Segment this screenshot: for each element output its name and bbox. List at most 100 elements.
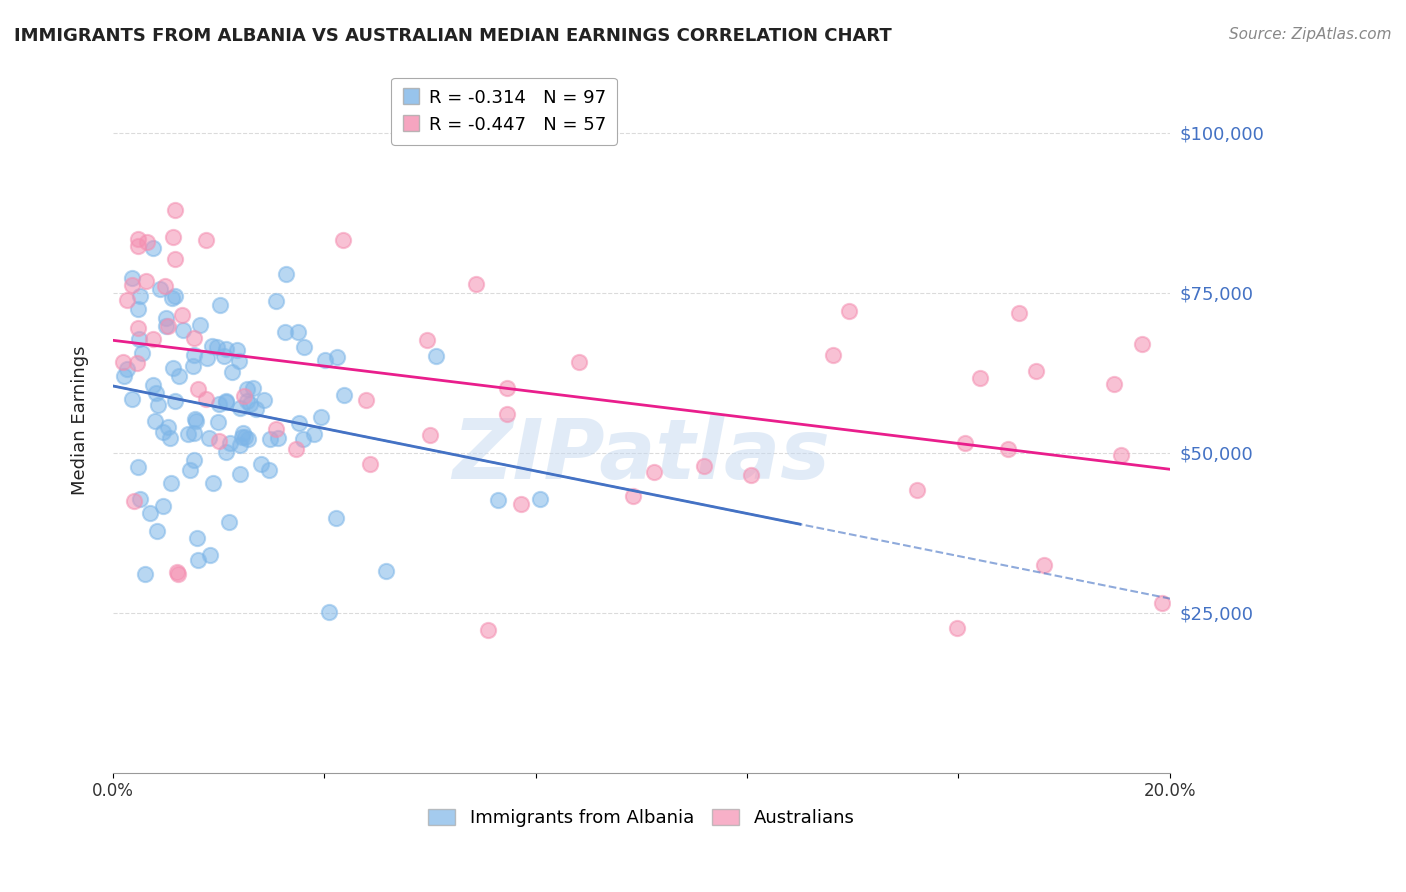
Point	[1033, 558, 1056, 572]
Point	[188, 318, 211, 332]
Point	[157, 318, 180, 333]
Point	[160, 291, 183, 305]
Point	[416, 333, 439, 347]
Point	[148, 397, 170, 411]
Point	[236, 382, 259, 396]
Point	[153, 279, 176, 293]
Point	[257, 463, 280, 477]
Point	[821, 348, 844, 362]
Point	[162, 230, 184, 244]
Point	[953, 436, 976, 450]
Point	[146, 524, 169, 538]
Point	[155, 310, 177, 325]
Point	[264, 294, 287, 309]
Point	[288, 416, 311, 430]
Point	[201, 339, 224, 353]
Point	[509, 497, 531, 511]
Point	[945, 621, 967, 635]
Point	[425, 349, 447, 363]
Point	[1130, 337, 1153, 351]
Point	[486, 493, 509, 508]
Point	[354, 392, 377, 407]
Point	[233, 430, 256, 444]
Point	[177, 426, 200, 441]
Point	[477, 623, 499, 637]
Point	[568, 355, 591, 369]
Point	[183, 347, 205, 361]
Point	[1025, 364, 1047, 378]
Point	[643, 465, 665, 479]
Point	[238, 432, 260, 446]
Point	[291, 432, 314, 446]
Point	[149, 282, 172, 296]
Point	[264, 421, 287, 435]
Point	[207, 415, 229, 429]
Point	[969, 371, 991, 385]
Point	[229, 438, 252, 452]
Point	[122, 493, 145, 508]
Point	[253, 392, 276, 407]
Point	[121, 277, 143, 292]
Point	[529, 492, 551, 507]
Point	[163, 393, 186, 408]
Point	[332, 233, 354, 247]
Point	[375, 565, 398, 579]
Point	[127, 301, 149, 316]
Point	[181, 359, 204, 373]
Point	[215, 395, 238, 409]
Point	[239, 397, 262, 411]
Point	[156, 420, 179, 434]
Point	[159, 476, 181, 491]
Point	[287, 325, 309, 339]
Point	[136, 235, 159, 249]
Point	[229, 401, 252, 415]
Point	[214, 393, 236, 408]
Point	[135, 274, 157, 288]
Point	[183, 412, 205, 426]
Point	[259, 432, 281, 446]
Point	[127, 356, 149, 370]
Text: ZIPatlas: ZIPatlas	[453, 416, 831, 496]
Point	[127, 321, 149, 335]
Point	[464, 277, 486, 292]
Point	[166, 565, 188, 579]
Point	[198, 431, 221, 445]
Point	[496, 381, 519, 395]
Point	[226, 343, 249, 357]
Point	[314, 353, 336, 368]
Point	[1150, 596, 1173, 610]
Point	[215, 445, 238, 459]
Point	[128, 492, 150, 507]
Point	[121, 392, 143, 406]
Point	[209, 297, 232, 311]
Point	[267, 431, 290, 445]
Point	[838, 304, 860, 318]
Point	[526, 118, 548, 132]
Point	[134, 566, 156, 581]
Point	[495, 407, 517, 421]
Point	[333, 388, 356, 402]
Point	[127, 232, 149, 246]
Point	[128, 332, 150, 346]
Point	[228, 354, 250, 368]
Point	[186, 531, 208, 545]
Legend: Immigrants from Albania, Australians: Immigrants from Albania, Australians	[420, 801, 862, 834]
Point	[139, 506, 162, 520]
Point	[905, 483, 928, 497]
Point	[170, 308, 193, 322]
Y-axis label: Median Earnings: Median Earnings	[72, 346, 89, 495]
Point	[183, 331, 205, 345]
Point	[236, 394, 259, 409]
Point	[359, 457, 381, 471]
Point	[325, 511, 347, 525]
Point	[228, 467, 250, 481]
Point	[142, 378, 165, 392]
Point	[165, 252, 187, 266]
Point	[166, 567, 188, 582]
Point	[202, 475, 225, 490]
Point	[242, 381, 264, 395]
Point	[997, 442, 1019, 456]
Point	[195, 233, 218, 247]
Point	[325, 351, 347, 365]
Point	[172, 323, 194, 337]
